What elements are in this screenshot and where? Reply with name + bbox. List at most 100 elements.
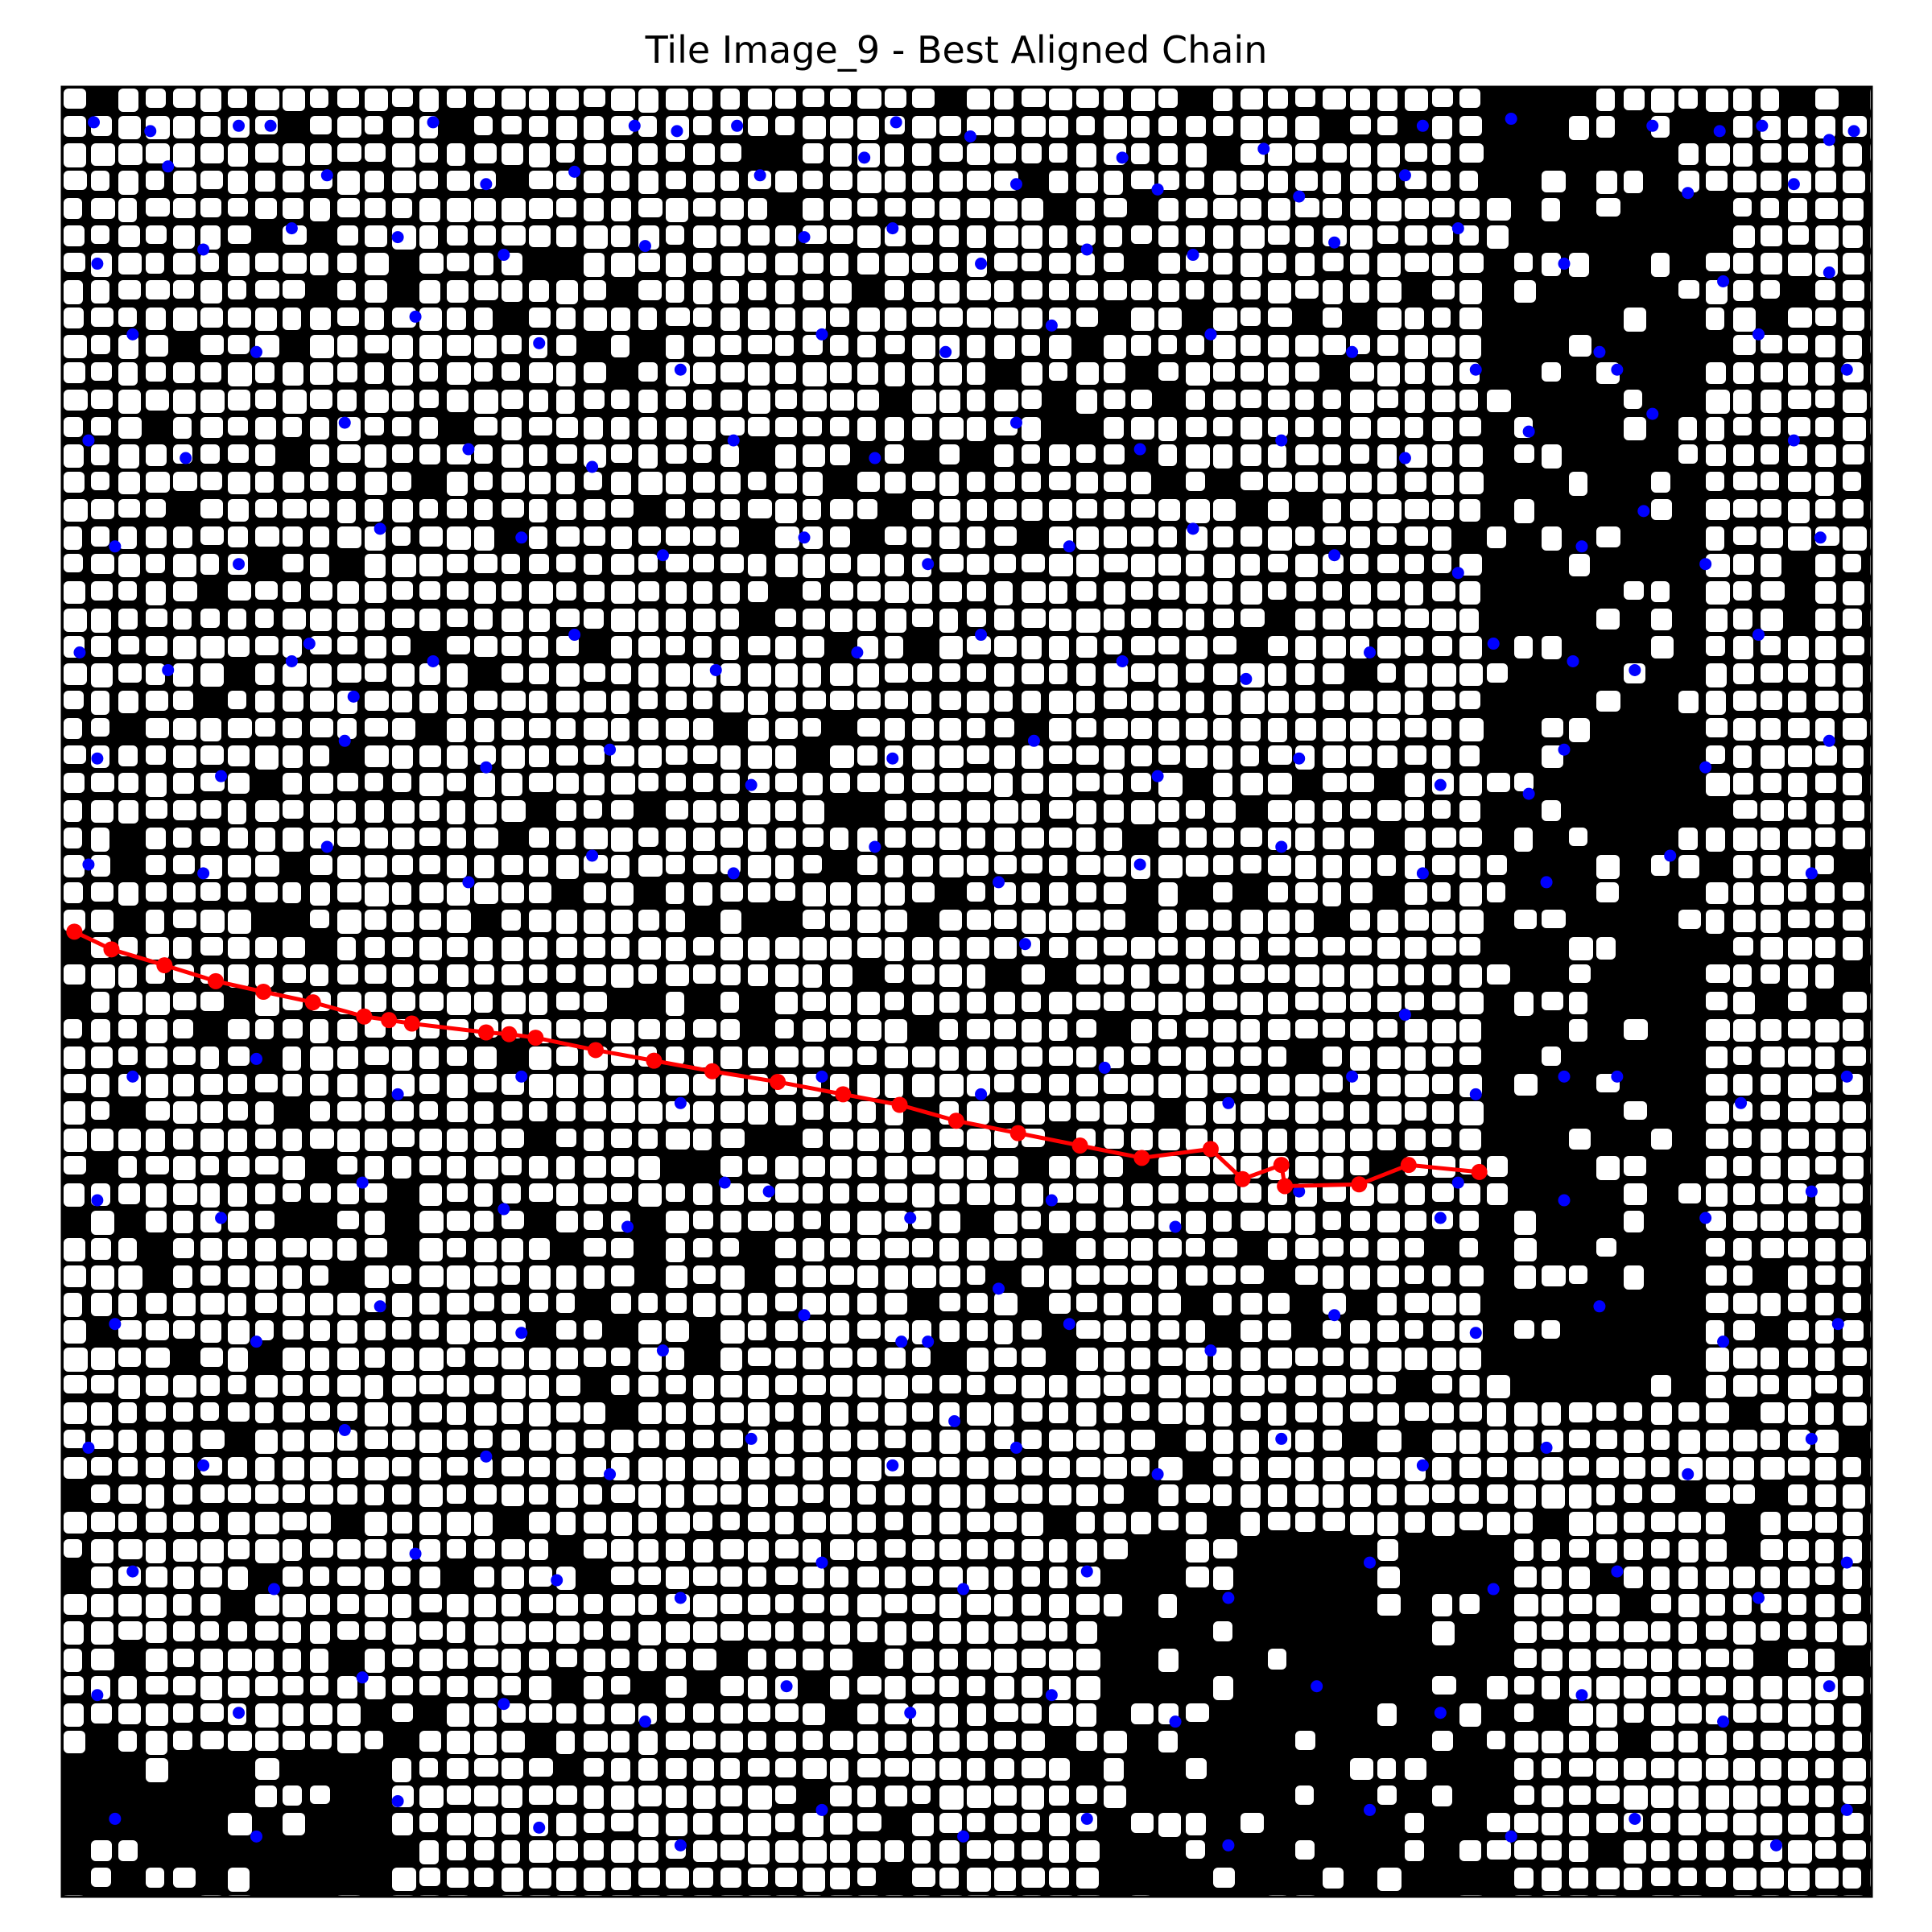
mask-blob xyxy=(1432,1375,1452,1393)
mask-blob xyxy=(1049,280,1069,300)
mask-blob xyxy=(146,1320,169,1340)
mask-blob xyxy=(584,1840,604,1860)
mask-blob xyxy=(1104,1484,1124,1504)
mask-blob xyxy=(310,1512,331,1534)
blob-point xyxy=(815,1556,828,1569)
mask-blob xyxy=(200,1046,219,1069)
mask-blob xyxy=(693,417,716,441)
mask-blob xyxy=(1405,526,1428,546)
mask-blob xyxy=(1733,225,1755,248)
mask-blob xyxy=(939,1676,959,1697)
mask-blob xyxy=(310,609,332,631)
mask-blob xyxy=(64,581,85,604)
mask-blob xyxy=(638,1156,660,1180)
mask-blob xyxy=(200,882,221,901)
mask-blob xyxy=(1432,1074,1453,1094)
mask-blob xyxy=(857,1046,877,1065)
mask-blob xyxy=(474,937,493,961)
mask-blob xyxy=(1761,1868,1784,1889)
mask-blob xyxy=(283,390,307,414)
mask-blob xyxy=(1186,362,1210,386)
mask-blob xyxy=(1049,444,1070,466)
mask-blob xyxy=(1651,1375,1671,1397)
mask-blob xyxy=(447,1183,468,1202)
mask-blob xyxy=(693,1868,713,1888)
mask-blob xyxy=(1186,1484,1210,1503)
mask-blob xyxy=(720,937,743,960)
mask-blob xyxy=(775,1430,794,1454)
mask-blob xyxy=(775,1703,799,1722)
mask-blob xyxy=(857,1074,880,1098)
mask-blob xyxy=(310,718,333,737)
blob-point xyxy=(975,258,988,270)
mask-blob xyxy=(885,253,909,276)
blob-point xyxy=(267,1583,280,1596)
mask-blob xyxy=(146,773,167,797)
mask-blob xyxy=(1542,526,1562,551)
mask-blob xyxy=(1158,1484,1179,1506)
mask-blob xyxy=(1022,1676,1042,1698)
mask-blob xyxy=(146,472,170,493)
mask-blob xyxy=(146,1348,170,1368)
mask-blob xyxy=(146,1293,167,1314)
mask-blob xyxy=(1241,280,1261,299)
mask-blob xyxy=(775,937,799,959)
mask-blob xyxy=(1651,1457,1670,1477)
mask-blob xyxy=(1761,472,1779,490)
mask-blob xyxy=(1432,171,1451,191)
mask-blob xyxy=(1733,554,1754,575)
mask-blob xyxy=(967,609,986,627)
mask-blob xyxy=(283,609,306,630)
mask-blob xyxy=(474,1703,497,1727)
mask-blob xyxy=(830,1594,848,1616)
mask-blob xyxy=(200,1676,222,1700)
mask-blob xyxy=(1104,855,1126,877)
mask-blob xyxy=(994,910,1017,929)
mask-blob xyxy=(885,581,909,603)
blob-point xyxy=(964,130,976,142)
mask-blob xyxy=(693,1402,715,1425)
mask-blob xyxy=(1788,116,1807,138)
mask-blob xyxy=(994,335,1015,359)
blob-point xyxy=(1080,243,1093,256)
mask-blob xyxy=(91,718,109,737)
mask-blob xyxy=(310,663,332,687)
mask-blob xyxy=(529,1293,548,1312)
mask-blob xyxy=(830,390,854,411)
mask-blob xyxy=(748,1539,769,1563)
mask-blob xyxy=(1049,253,1071,274)
mask-blob xyxy=(1542,1402,1561,1426)
mask-blob xyxy=(118,1320,142,1340)
mask-blob xyxy=(1241,444,1261,466)
mask-blob xyxy=(830,1484,850,1508)
mask-blob xyxy=(857,1101,876,1123)
mask-blob xyxy=(447,1238,466,1257)
mask-blob xyxy=(584,1265,605,1289)
mask-blob xyxy=(912,1375,932,1393)
mask-blob xyxy=(1213,800,1236,823)
mask-blob xyxy=(529,636,548,658)
mask-blob xyxy=(803,171,823,189)
mask-blob xyxy=(666,1238,685,1262)
mask-blob xyxy=(283,1813,305,1835)
mask-blob xyxy=(310,1101,330,1121)
mask-blob xyxy=(419,280,440,303)
mask-blob xyxy=(584,964,606,986)
mask-blob xyxy=(310,1046,333,1071)
mask-blob xyxy=(857,1238,880,1260)
mask-blob xyxy=(1596,1156,1620,1180)
mask-blob xyxy=(1678,828,1698,850)
mask-blob xyxy=(173,225,195,249)
mask-blob xyxy=(283,1512,307,1530)
mask-blob xyxy=(502,964,523,985)
mask-blob xyxy=(939,198,960,220)
mask-blob xyxy=(64,253,85,272)
mask-blob xyxy=(584,1703,605,1724)
mask-blob xyxy=(994,1238,1017,1261)
mask-blob xyxy=(803,1649,824,1670)
blob-point xyxy=(480,761,493,774)
mask-blob xyxy=(1432,1101,1454,1124)
blob-point xyxy=(109,540,122,553)
mask-blob xyxy=(1186,1211,1206,1234)
mask-blob xyxy=(1733,1375,1757,1397)
